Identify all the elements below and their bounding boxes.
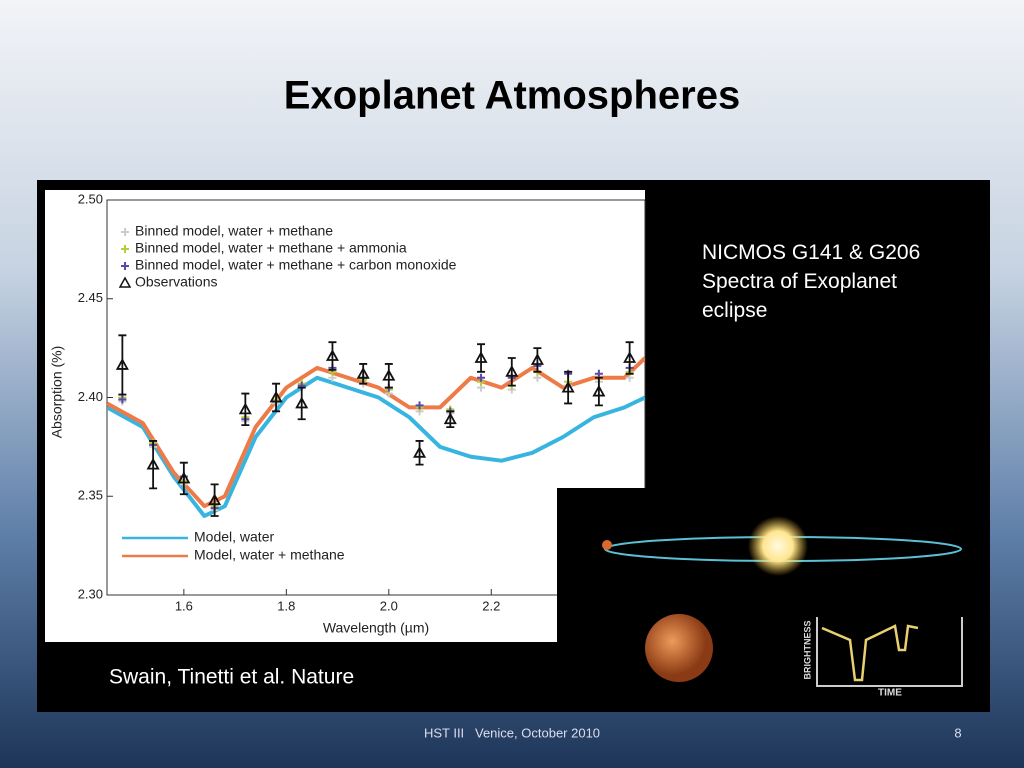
y-tick-label: 2.50 [78,191,103,206]
x-tick-label: 1.6 [175,598,193,613]
legend: Binned model, water + methane Binned mod… [118,223,457,563]
observation [238,402,252,415]
binned-point [118,395,127,404]
planet-small [602,540,612,550]
observation [269,390,283,403]
binned-point [477,373,486,382]
caption-left: Swain, Tinetti et al. Nature [109,666,354,689]
y-tick-label: 2.45 [78,290,103,305]
plot-area [107,334,645,518]
light-curve-frame [816,617,963,687]
legend-swatch [121,262,129,270]
error-bar [384,363,393,389]
observation [115,358,129,370]
observation [146,457,160,470]
observation [295,396,309,409]
y-tick-label: 2.30 [78,586,103,601]
page-number: 8 [954,725,961,740]
star [748,516,808,576]
caption-box: NICMOS G141 & G206 Spectra of Exoplanet … [702,241,921,322]
light-curve [821,624,919,682]
error-bar [625,341,634,375]
light-curve-x-label: Time [878,688,902,699]
legend-label: Model, water + methane [194,547,345,563]
panel-cutout [557,488,647,644]
model-line [107,375,645,518]
observation [505,364,519,377]
legend-label: Observations [135,274,217,290]
x-tick-label: 2.0 [380,598,398,613]
legend-swatch [121,245,129,253]
chart-image [45,190,645,642]
legend-swatch [121,228,129,236]
error-bar [594,376,603,407]
observation [413,445,427,458]
error-bar [272,382,281,413]
error-bar [118,334,127,396]
observation [592,384,606,397]
plot: 2.30 2.35 2.40 2.45 2.50 1.6 1.8 2.0 2.2 [78,191,646,613]
observation [325,349,339,361]
planet [645,614,713,682]
error-bar [415,440,424,466]
observation [530,353,544,365]
observation [177,471,191,484]
legend-label: Binned model, water + methane + ammonia [135,240,407,256]
model-line [107,356,645,509]
error-bar [328,341,337,371]
error-bar [179,461,188,496]
error-bar [507,357,516,387]
observation [623,351,637,363]
light-curve-y-label: Brightness [802,620,812,679]
x-axis-label: Wavelength (µm) [323,620,429,636]
slide-title: Exoplanet Atmospheres [284,74,740,118]
legend-label: Model, water [194,529,274,545]
binned-point [415,401,424,410]
legend-label: Binned model, water + methane [135,223,333,239]
binned-point [594,369,603,378]
observation [382,368,396,381]
y-tick-label: 2.35 [78,488,103,503]
error-bar [149,440,158,490]
x-tick-label: 1.8 [277,598,295,613]
observation [474,351,488,363]
error-bar [210,483,219,517]
observation [443,412,457,425]
y-tick-label: 2.40 [78,389,103,404]
legend-swatch [118,276,132,288]
error-bar [564,370,573,405]
error-bar [477,343,486,373]
observation [208,493,222,506]
error-bar [241,392,250,427]
legend-label: Binned model, water + methane + carbon m… [135,257,457,273]
footer: HST III Venice, October 2010 [424,725,600,740]
error-bar [297,386,306,421]
x-tick-label: 2.2 [482,598,500,613]
error-bar [533,347,542,373]
observation [356,366,370,379]
observation [561,380,575,393]
caption-right: NICMOS G141 & G206 Spectra of Exoplanet … [702,241,921,322]
y-axis-label: Absorption (%) [49,346,65,439]
